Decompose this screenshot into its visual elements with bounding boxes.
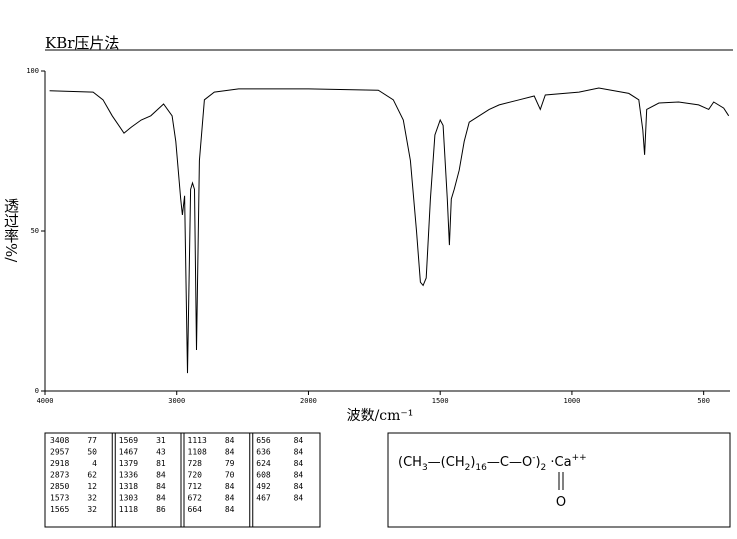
peak-wavenumber: 608 xyxy=(256,471,271,480)
peak-transmittance: 84 xyxy=(225,436,235,445)
peak-wavenumber: 467 xyxy=(256,494,271,503)
formula: (CH3—(CH2)16—C—O-)2 ·Ca++ xyxy=(398,453,587,473)
formula-part: 3 xyxy=(422,463,428,473)
peak-wavenumber: 1303 xyxy=(119,494,138,503)
peak-transmittance: 4 xyxy=(92,459,97,468)
peak-wavenumber: 1467 xyxy=(119,448,138,457)
peak-transmittance: 32 xyxy=(87,505,97,514)
peak-wavenumber: 636 xyxy=(256,448,271,457)
peak-wavenumber: 624 xyxy=(256,459,271,468)
peak-transmittance: 31 xyxy=(156,436,166,445)
peak-transmittance: 84 xyxy=(156,494,166,503)
formula-part: 2 xyxy=(541,463,547,473)
y-tick-label: 50 xyxy=(31,227,39,235)
x-tick-label: 1000 xyxy=(563,397,580,405)
peak-transmittance: 84 xyxy=(294,448,304,457)
formula-part: —(CH xyxy=(428,455,465,470)
peak-transmittance: 70 xyxy=(225,471,235,480)
peak-wavenumber: 1108 xyxy=(188,448,207,457)
peak-wavenumber: 1573 xyxy=(50,494,69,503)
peak-wavenumber: 720 xyxy=(188,471,203,480)
peak-wavenumber: 656 xyxy=(256,436,271,445)
formula-part: ·Ca xyxy=(546,455,571,470)
peak-table-frame xyxy=(44,432,321,528)
formula-part: 16 xyxy=(475,463,487,473)
peak-transmittance: 79 xyxy=(225,459,235,468)
peak-wavenumber: 2873 xyxy=(50,471,69,480)
x-tick-label: 4000 xyxy=(37,397,54,405)
peak-transmittance: 84 xyxy=(225,494,235,503)
peak-transmittance: 84 xyxy=(156,482,166,491)
formula-frame xyxy=(387,432,731,528)
formula-part: - xyxy=(532,453,535,463)
peak-transmittance: 84 xyxy=(294,494,304,503)
x-tick-label: 3000 xyxy=(168,397,185,405)
peak-wavenumber: 1336 xyxy=(119,471,138,480)
formula-part: (CH xyxy=(398,455,422,470)
peak-wavenumber: 1569 xyxy=(119,436,138,445)
peak-transmittance: 81 xyxy=(156,459,166,468)
peak-transmittance: 84 xyxy=(225,482,235,491)
x-tick-label: 2000 xyxy=(300,397,317,405)
chart-title: KBr压片法 xyxy=(45,34,119,52)
peak-transmittance: 84 xyxy=(156,471,166,480)
peak-transmittance: 62 xyxy=(87,471,97,480)
peak-transmittance: 84 xyxy=(294,436,304,445)
x-axis-label: 波数/cm⁻¹ xyxy=(347,408,414,424)
peak-transmittance: 84 xyxy=(225,448,235,457)
peak-transmittance: 12 xyxy=(87,482,97,491)
peak-wavenumber: 2918 xyxy=(50,459,69,468)
carbonyl-oxygen: O xyxy=(556,495,566,510)
peak-transmittance: 86 xyxy=(156,505,166,514)
formula-part: ) xyxy=(470,455,475,470)
formula-part: —C—O xyxy=(487,455,532,470)
formula-part: 2 xyxy=(465,463,471,473)
formula-part: ++ xyxy=(572,453,587,463)
peak-wavenumber: 1113 xyxy=(188,436,207,445)
peak-transmittance: 84 xyxy=(294,482,304,491)
peak-wavenumber: 1118 xyxy=(119,505,138,514)
peak-wavenumber: 2850 xyxy=(50,482,69,491)
y-tick-label: 0 xyxy=(35,387,39,395)
peak-wavenumber: 492 xyxy=(256,482,271,491)
x-tick-label: 1500 xyxy=(432,397,449,405)
peak-wavenumber: 2957 xyxy=(50,448,69,457)
peak-wavenumber: 1565 xyxy=(50,505,69,514)
peak-wavenumber: 672 xyxy=(188,494,203,503)
peak-transmittance: 50 xyxy=(87,448,97,457)
x-tick-label: 500 xyxy=(697,397,710,405)
peak-wavenumber: 3408 xyxy=(50,436,69,445)
peak-transmittance: 32 xyxy=(87,494,97,503)
peak-transmittance: 43 xyxy=(156,448,166,457)
spectrum-line xyxy=(49,87,730,374)
peak-transmittance: 84 xyxy=(294,459,304,468)
peak-transmittance: 77 xyxy=(87,436,97,445)
formula-part: ) xyxy=(535,455,540,470)
peak-transmittance: 84 xyxy=(294,471,304,480)
peak-wavenumber: 1379 xyxy=(119,459,138,468)
peak-transmittance: 84 xyxy=(225,505,235,514)
y-tick-label: 100 xyxy=(26,67,39,75)
peak-wavenumber: 664 xyxy=(188,505,203,514)
y-axis-label: 透过率%/ xyxy=(2,198,20,263)
peak-wavenumber: 728 xyxy=(188,459,203,468)
peak-wavenumber: 1318 xyxy=(119,482,138,491)
peak-wavenumber: 712 xyxy=(188,482,203,491)
